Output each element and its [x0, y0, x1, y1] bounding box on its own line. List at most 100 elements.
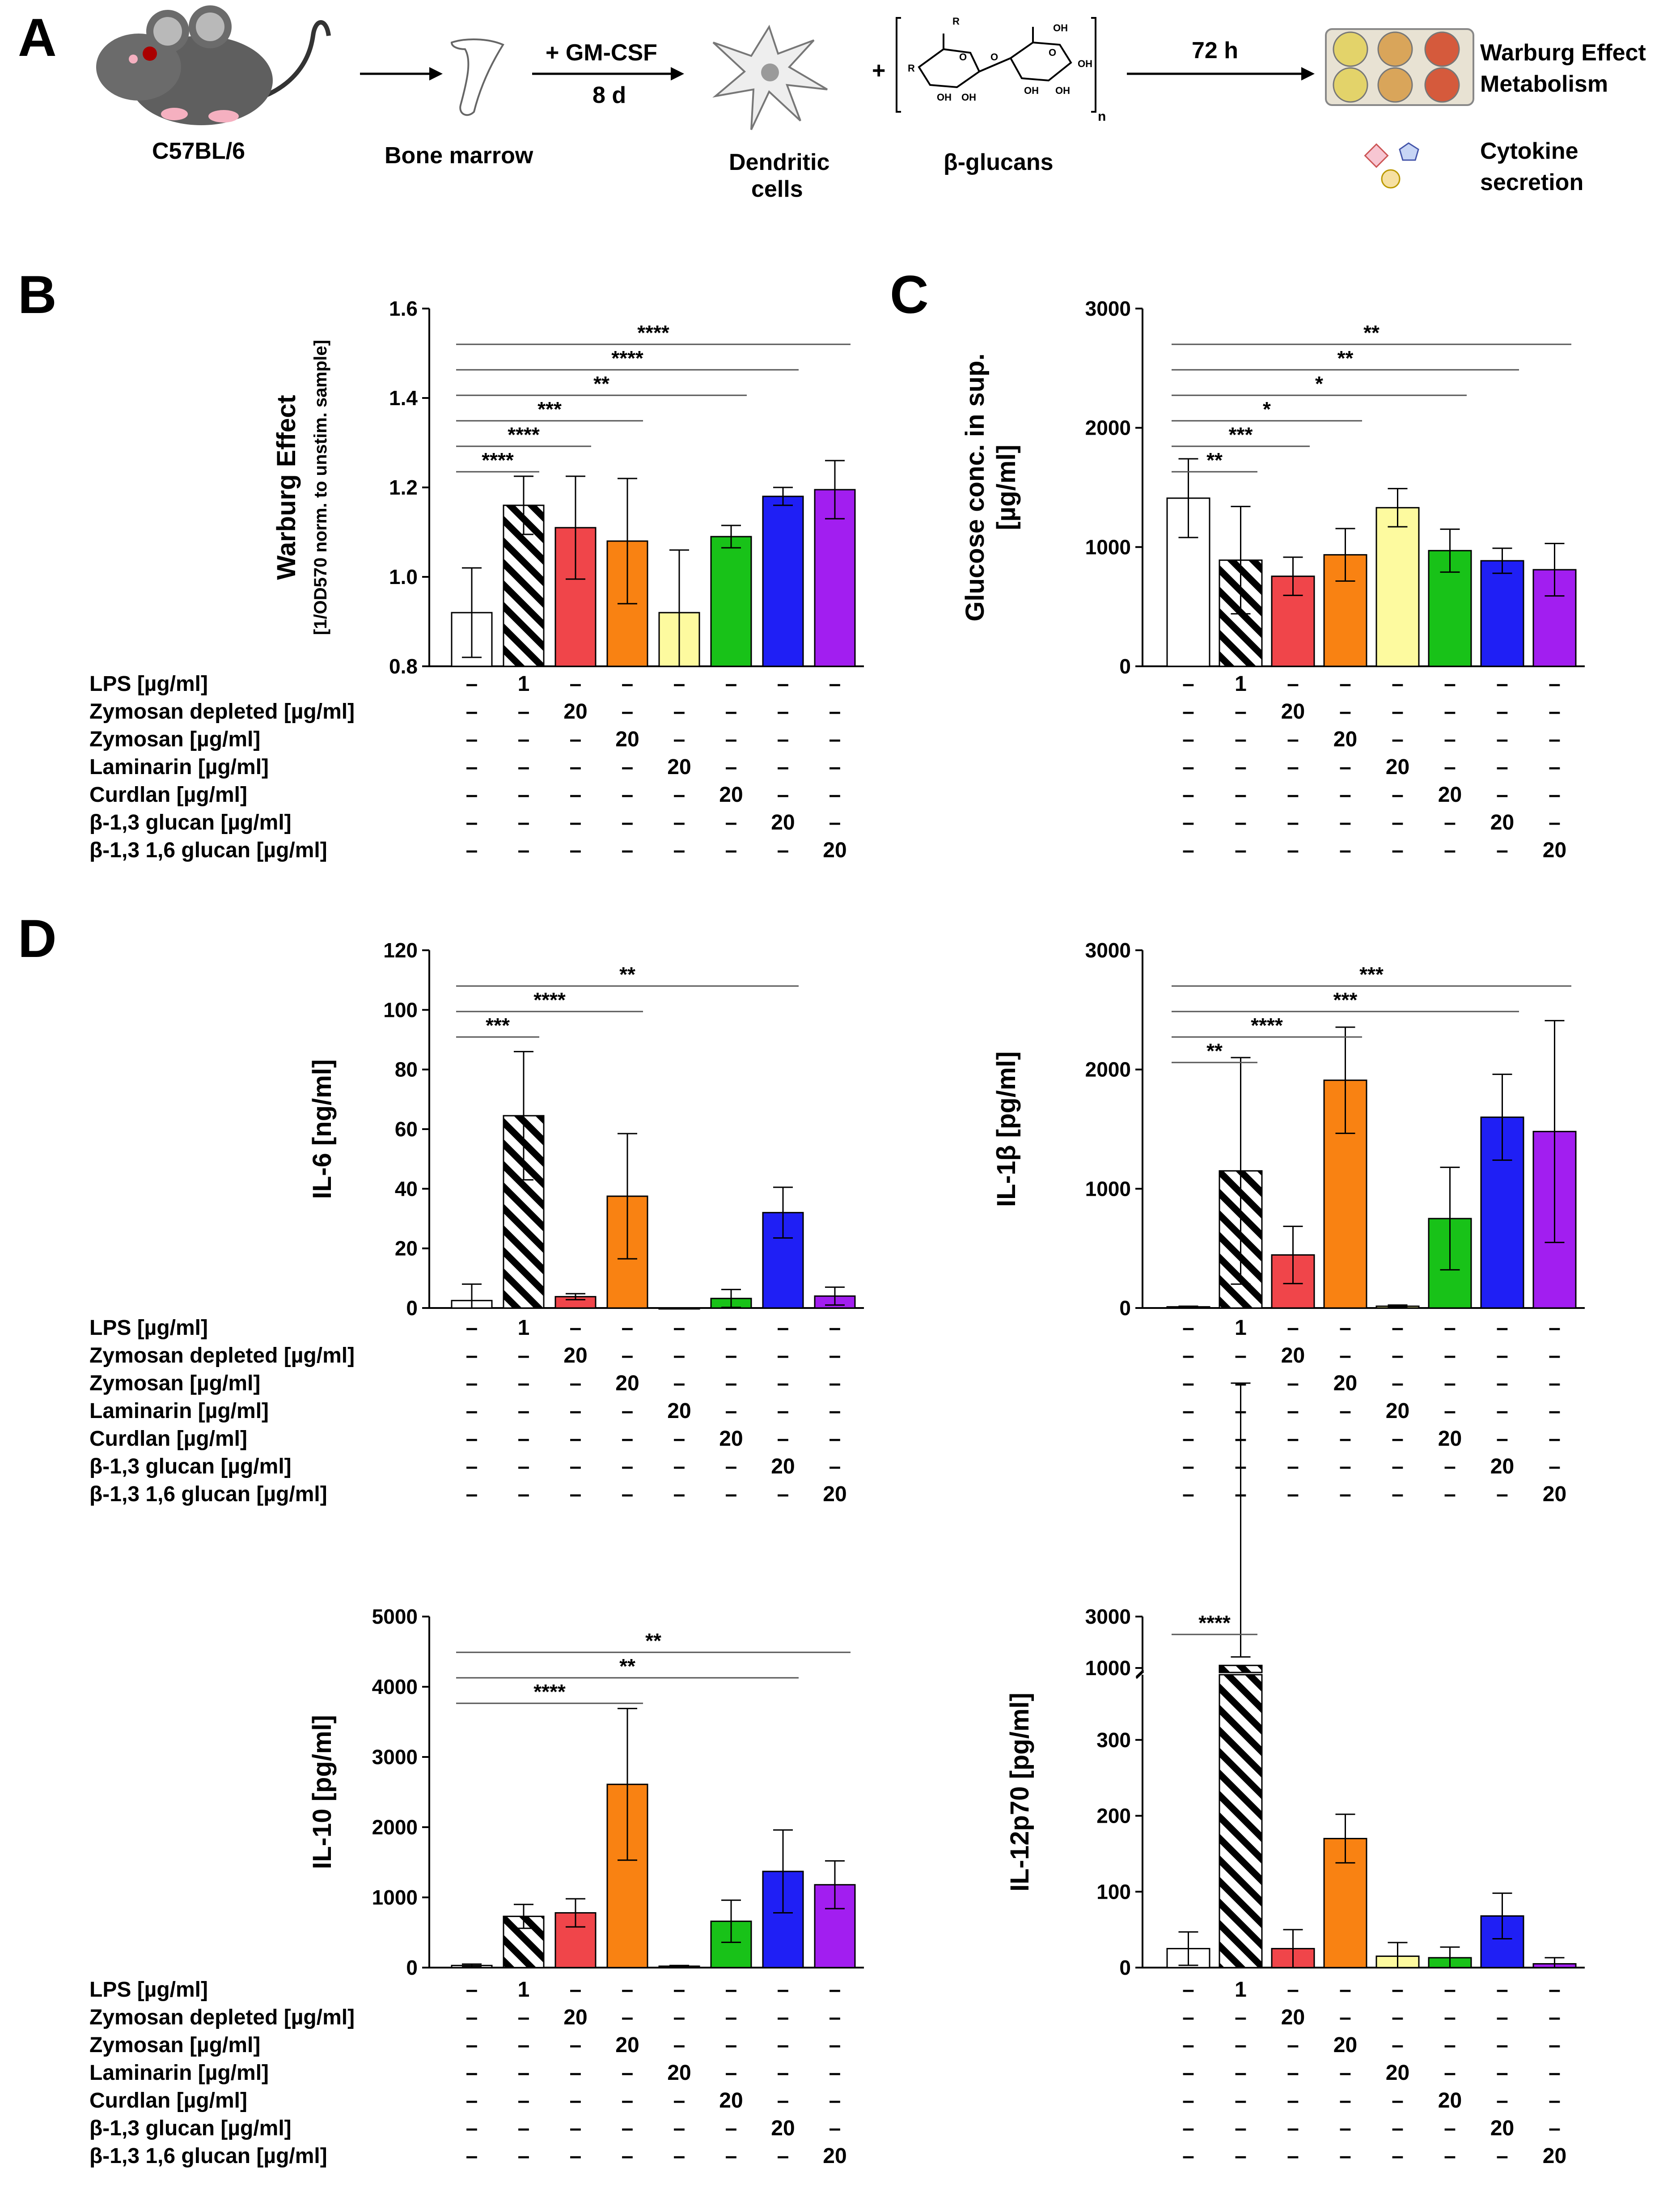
- treatment-cell: –: [829, 811, 841, 834]
- treatment-cell: –: [1496, 2089, 1508, 2112]
- well-plate-illustration: [1325, 28, 1474, 106]
- treatment-cell: 20: [771, 1455, 795, 1478]
- treatment-cell: –: [777, 728, 789, 751]
- treatment-cell: 20: [1386, 2061, 1409, 2085]
- treatment-cell: –: [1339, 1427, 1351, 1451]
- y-tick-label: 0: [1119, 1956, 1131, 1979]
- treatment-cell: –: [622, 1455, 634, 1478]
- treatment-cell: –: [1496, 1427, 1508, 1451]
- treatment-cell: –: [466, 838, 478, 862]
- treatment-cell: 20: [1543, 838, 1566, 862]
- treatment-cell: –: [1549, 1427, 1561, 1451]
- treatment-cell: –: [1549, 700, 1561, 724]
- treatment-cell: –: [570, 2033, 582, 2057]
- treatment-cell: –: [777, 783, 789, 807]
- significance-label: ****: [508, 423, 540, 446]
- treatment-cell: –: [673, 2006, 686, 2029]
- treatment-cell: –: [622, 1482, 634, 1506]
- glucan-label: β-glucans: [944, 149, 1054, 175]
- treatment-cell: –: [673, 1372, 686, 1395]
- y-tick-label: 3000: [1085, 1605, 1131, 1628]
- treatment-cell: –: [1182, 1482, 1194, 1506]
- bar: [710, 536, 752, 667]
- treatment-cell: –: [1444, 1316, 1456, 1340]
- significance-label: ****: [482, 449, 514, 472]
- treatment-cell: –: [622, 811, 634, 834]
- treatment-cell: 20: [563, 2006, 587, 2029]
- treatment-cell: –: [466, 1978, 478, 2002]
- treatment-cell: –: [570, 838, 582, 862]
- treatment-cell: –: [622, 1316, 634, 1340]
- chart-warburg-effect: 0.8 1.0 1.2 1.4 1.6 Warburg Effect [1/OD570 no…: [272, 297, 864, 678]
- treatment-table-d3: LPS [µg/ml] – 1 – – – – – – Zymosan depleted [µg/…: [89, 1978, 847, 2168]
- y-tick-label: 100: [383, 998, 418, 1021]
- treatment-cell: –: [1287, 2117, 1299, 2140]
- treatment-cell: –: [466, 2144, 478, 2168]
- treatment-cell: –: [1444, 2117, 1456, 2140]
- treatment-cell: –: [1496, 755, 1508, 779]
- treatment-cell: –: [1549, 811, 1561, 834]
- y-tick-label: 2000: [1085, 1058, 1131, 1081]
- treatment-cell: –: [466, 2061, 478, 2085]
- treatment-cell: –: [1496, 783, 1508, 807]
- treatment-cell: –: [466, 728, 478, 751]
- treatment-cell: –: [1444, 1978, 1456, 2002]
- treatment-cell: –: [1287, 1372, 1299, 1395]
- y-axis-label: IL-10 [pg/ml]: [308, 1715, 337, 1869]
- treatment-cell: –: [1549, 783, 1561, 807]
- treatment-cell: –: [1182, 728, 1194, 751]
- treatment-cell: –: [1235, 1344, 1247, 1367]
- treatment-cell: –: [1444, 2033, 1456, 2057]
- treatment-cell: 20: [1543, 2144, 1566, 2168]
- treatment-cell: 20: [771, 811, 795, 834]
- y-axis-label: IL-1β [pg/ml]: [992, 1051, 1021, 1207]
- treatment-cell: –: [570, 672, 582, 696]
- treatment-cell: –: [1235, 1399, 1247, 1423]
- significance-label: ****: [1251, 1014, 1283, 1037]
- treatment-cell: 20: [1386, 755, 1409, 779]
- treatment-cell: –: [518, 2117, 530, 2140]
- treatment-cell: –: [466, 783, 478, 807]
- treatment-cell: –: [466, 2033, 478, 2057]
- treatment-cell: –: [1287, 1455, 1299, 1478]
- treatment-cell: 20: [1333, 2033, 1357, 2057]
- treatment-cell: –: [570, 811, 582, 834]
- treatment-cell: –: [1496, 1978, 1508, 2002]
- treatment-cell: –: [829, 2117, 841, 2140]
- treatment-cell: –: [1496, 700, 1508, 724]
- treatment-cell: 20: [719, 1427, 743, 1451]
- treatment-cell: 1: [518, 672, 530, 696]
- treatment-cell: –: [725, 811, 737, 834]
- treatment-cell: –: [1235, 728, 1247, 751]
- y-tick-label: 120: [383, 939, 418, 962]
- treatment-cell: –: [1287, 1978, 1299, 2002]
- treatment-cell: –: [622, 2089, 634, 2112]
- treatment-cell: –: [1287, 838, 1299, 862]
- significance-label: ****: [533, 1680, 566, 1703]
- treatment-cell: –: [673, 2117, 686, 2140]
- treatment-cell: –: [777, 672, 789, 696]
- treatment-cell: 20: [1386, 1399, 1409, 1423]
- treatment-cell: –: [1392, 1344, 1404, 1367]
- treatment-cell: –: [725, 2033, 737, 2057]
- treatment-cell: –: [1444, 1344, 1456, 1367]
- treatment-cell: –: [622, 1344, 634, 1367]
- treatment-cell: 20: [1490, 1455, 1514, 1478]
- treatment-cell: –: [1182, 2117, 1194, 2140]
- treatment-cell: –: [1496, 838, 1508, 862]
- treatment-cell: –: [1287, 2061, 1299, 2085]
- y-tick-label: 2000: [372, 1816, 418, 1839]
- significance-label: **: [1206, 1039, 1223, 1063]
- treatment-cell: –: [1287, 1427, 1299, 1451]
- treatment-cell: 1: [1235, 1316, 1247, 1340]
- treatment-cell: –: [1339, 1455, 1351, 1478]
- treatment-cell: –: [518, 2033, 530, 2057]
- treatment-cell: 20: [1281, 700, 1305, 724]
- treatment-cell: –: [1339, 2144, 1351, 2168]
- svg-text:OH: OH: [1055, 85, 1070, 96]
- treatment-cell: –: [570, 1978, 582, 2002]
- treatment-cell: –: [570, 2144, 582, 2168]
- svg-text:OH: OH: [1024, 85, 1039, 96]
